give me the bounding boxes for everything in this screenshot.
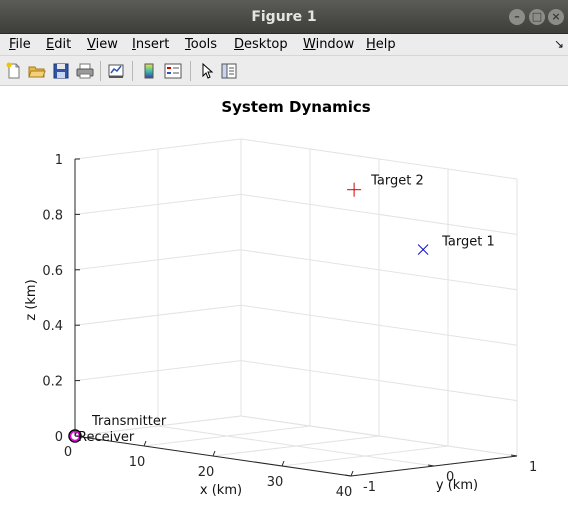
x-tick-label: 30 bbox=[267, 475, 284, 490]
menu-view[interactable]: View bbox=[87, 37, 118, 52]
y-axis-label: y (km) bbox=[436, 478, 478, 493]
x-tick-label: 40 bbox=[336, 485, 353, 500]
z-tick-label: 0.2 bbox=[42, 375, 63, 390]
maximize-icon[interactable]: □ bbox=[529, 9, 545, 25]
figure-toolbar bbox=[0, 56, 568, 86]
z-tick-label: 0.4 bbox=[42, 319, 63, 334]
toolbar-separator bbox=[190, 61, 191, 81]
pointer-icon[interactable] bbox=[198, 62, 216, 80]
x-tick-label: 0 bbox=[64, 445, 72, 460]
window-titlebar[interactable]: Figure 1 – □ × bbox=[0, 0, 568, 34]
window-title: Figure 1 bbox=[0, 9, 568, 25]
menu-help[interactable]: Help bbox=[366, 37, 396, 52]
close-icon[interactable]: × bbox=[548, 9, 564, 25]
y-tick-mark bbox=[345, 475, 351, 476]
legend-icon[interactable] bbox=[164, 62, 182, 80]
y-tick-mark bbox=[428, 465, 434, 466]
x-tick-label: 20 bbox=[198, 465, 215, 480]
new-figure-icon[interactable] bbox=[5, 62, 23, 80]
point-label: Target 1 bbox=[441, 235, 495, 250]
property-inspector-icon[interactable] bbox=[220, 62, 238, 80]
grid-line bbox=[158, 426, 434, 466]
point-label: Receiver bbox=[78, 430, 135, 445]
x-tick-mark bbox=[282, 461, 284, 466]
y-tick-label: 1 bbox=[529, 460, 537, 475]
print-icon[interactable] bbox=[76, 62, 94, 80]
chart-title: System Dynamics bbox=[221, 98, 370, 116]
menu-window[interactable]: Window bbox=[303, 37, 354, 52]
x-tick-mark bbox=[144, 441, 146, 446]
menu-desktop[interactable]: Desktop bbox=[234, 37, 288, 52]
y-tick-mark bbox=[511, 455, 517, 456]
menu-edit[interactable]: Edit bbox=[46, 37, 71, 52]
menu-insert[interactable]: Insert bbox=[132, 37, 169, 52]
colorbar-icon[interactable] bbox=[140, 62, 158, 80]
y-tick-label: -1 bbox=[363, 480, 376, 495]
menu-tools[interactable]: Tools bbox=[185, 37, 217, 52]
x-axis-label: x (km) bbox=[200, 483, 242, 498]
save-icon[interactable] bbox=[52, 62, 70, 80]
z-axis-label: z (km) bbox=[24, 279, 39, 320]
menu-bar: File Edit View Insert Tools Desktop Wind… bbox=[0, 34, 568, 56]
x-tick-mark bbox=[351, 471, 353, 476]
z-tick-label: 1 bbox=[55, 153, 63, 168]
z-tick-label: 0.6 bbox=[42, 264, 63, 279]
dock-arrow-icon[interactable]: ↘ bbox=[554, 37, 564, 51]
figure-canvas[interactable]: System Dynamics 0 10 20 30 40 -1 0 1 0 0.2 0.4 0.6 0… bbox=[0, 87, 568, 510]
open-file-icon[interactable] bbox=[28, 62, 46, 80]
menu-file[interactable]: File bbox=[9, 37, 31, 52]
point-label: Target 2 bbox=[370, 174, 424, 189]
point-label: Transmitter bbox=[91, 414, 167, 429]
z-tick-label: 0.8 bbox=[42, 208, 63, 223]
x-tick-label: 10 bbox=[129, 455, 146, 470]
toolbar-separator bbox=[132, 61, 133, 81]
minimize-icon[interactable]: – bbox=[509, 9, 525, 25]
link-plot-icon[interactable] bbox=[107, 62, 125, 80]
z-tick-label: 0 bbox=[55, 430, 63, 445]
toolbar-separator bbox=[100, 61, 101, 81]
x-tick-mark bbox=[213, 451, 215, 456]
